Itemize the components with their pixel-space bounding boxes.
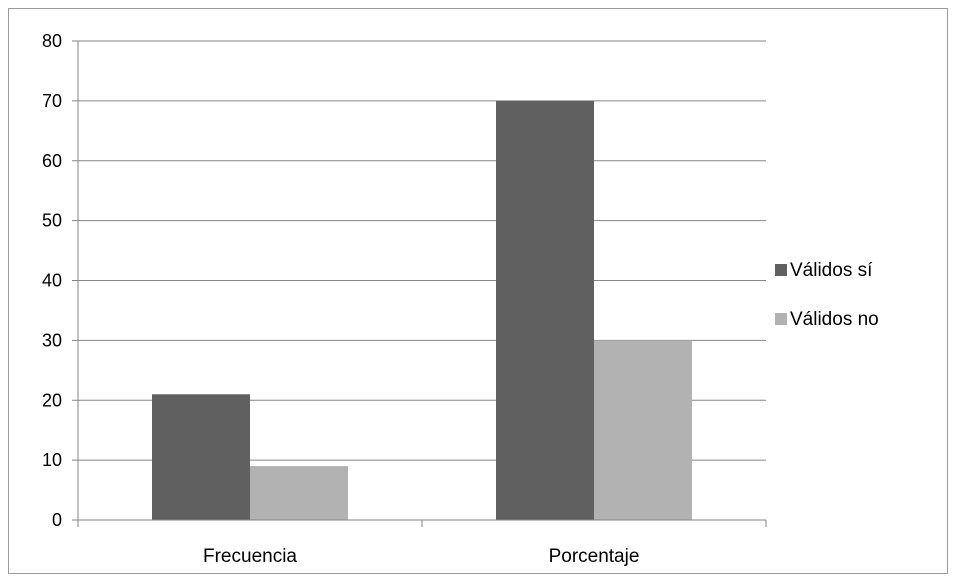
legend-label: Válidos sí — [790, 260, 873, 281]
bar-porcentaje-validos-no — [594, 340, 692, 520]
y-tick-labels: 0 10 20 30 40 50 60 70 80 — [42, 31, 62, 530]
bar-frecuencia-validos-si — [152, 394, 250, 520]
y-tick-label: 40 — [42, 271, 62, 291]
legend-swatch — [775, 313, 787, 325]
category-labels: Frecuencia Porcentaje — [203, 546, 639, 567]
category-label: Frecuencia — [203, 546, 297, 567]
bar-porcentaje-validos-si — [496, 100, 594, 520]
y-tick-label: 50 — [42, 211, 62, 231]
y-tick-label: 20 — [42, 390, 62, 410]
category-label: Porcentaje — [549, 546, 640, 567]
bar-frecuencia-validos-no — [250, 466, 348, 520]
y-tick-label: 30 — [42, 330, 62, 350]
legend-swatch — [775, 264, 787, 276]
y-tick-label: 10 — [42, 450, 62, 470]
y-tick-label: 80 — [42, 31, 62, 51]
y-tick-label: 60 — [42, 151, 62, 171]
y-tick-label: 70 — [42, 91, 62, 111]
bars — [152, 100, 692, 520]
y-tick-label: 0 — [52, 510, 62, 530]
legend: Válidos sí Válidos no — [775, 260, 879, 330]
legend-label: Válidos no — [790, 309, 879, 330]
axes — [72, 40, 767, 527]
